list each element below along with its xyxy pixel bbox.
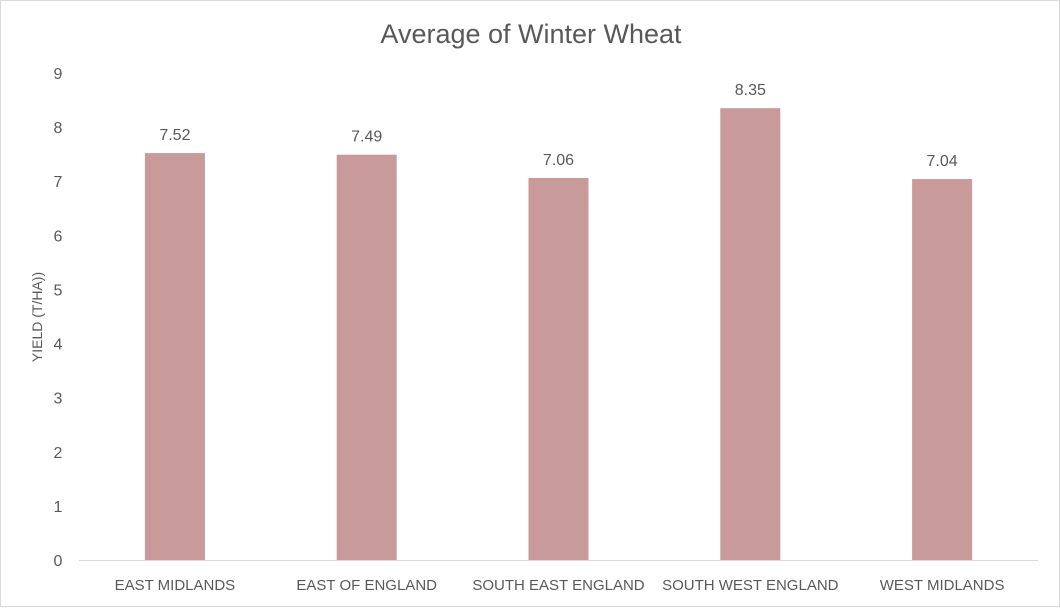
y-axis-ticks: 0 1 2 3 4 5 6 7 8 9 bbox=[54, 66, 63, 570]
data-label: 7.06 bbox=[543, 152, 574, 169]
x-axis-labels: EAST MIDLANDS EAST OF ENGLAND SOUTH EAST E… bbox=[115, 577, 1005, 594]
y-tick-label: 3 bbox=[54, 391, 63, 408]
y-tick-label: 8 bbox=[54, 120, 63, 137]
data-labels: 7.52 7.49 7.06 8.35 7.04 bbox=[159, 82, 957, 170]
x-tick-label: WEST MIDLANDS bbox=[880, 577, 1005, 594]
y-tick-label: 2 bbox=[54, 445, 63, 462]
data-label: 7.04 bbox=[927, 153, 958, 170]
data-label: 8.35 bbox=[735, 82, 766, 99]
y-tick-label: 0 bbox=[54, 553, 63, 570]
bar bbox=[720, 108, 781, 560]
x-tick-label: EAST OF ENGLAND bbox=[296, 577, 437, 594]
data-label: 7.52 bbox=[159, 127, 190, 144]
x-tick-label: SOUTH EAST ENGLAND bbox=[472, 577, 644, 594]
y-tick-label: 9 bbox=[54, 66, 63, 83]
bars bbox=[144, 108, 973, 561]
bar bbox=[912, 179, 973, 560]
y-tick-label: 5 bbox=[54, 282, 63, 299]
data-label: 7.49 bbox=[351, 129, 382, 146]
y-axis-label: YIELD (T/HA)) bbox=[29, 272, 45, 362]
bar bbox=[144, 153, 205, 560]
x-tick-label: SOUTH WEST ENGLAND bbox=[662, 577, 839, 594]
y-tick-label: 6 bbox=[54, 228, 63, 245]
bar bbox=[336, 154, 397, 561]
y-tick-label: 1 bbox=[54, 499, 63, 516]
y-tick-label: 4 bbox=[54, 337, 63, 354]
x-tick-label: EAST MIDLANDS bbox=[115, 577, 236, 594]
chart-title: Average of Winter Wheat bbox=[380, 19, 682, 49]
y-tick-label: 7 bbox=[54, 174, 63, 191]
bar bbox=[528, 177, 589, 560]
